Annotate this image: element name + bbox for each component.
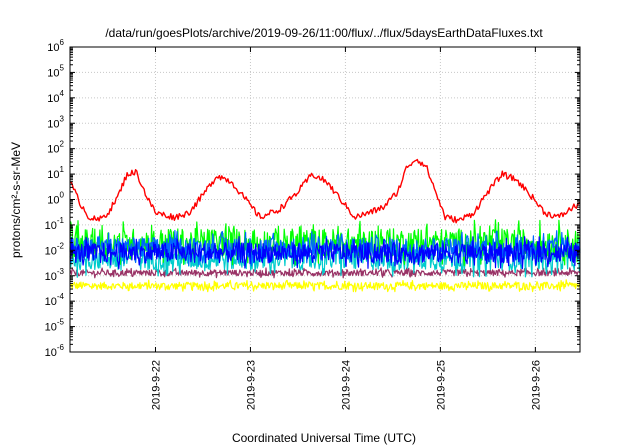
y-tick-label: 104 — [47, 89, 64, 105]
y-tick-label: 10-5 — [45, 318, 65, 334]
y-tick-label: 101 — [47, 165, 64, 181]
series-line — [69, 158, 581, 224]
y-tick-label: 100 — [47, 191, 64, 207]
series-line — [69, 236, 581, 270]
grid — [70, 47, 580, 352]
y-tick-label: 106 — [47, 38, 64, 54]
x-axis-label: Coordinated Universal Time (UTC) — [232, 431, 416, 445]
y-tick-label: 10-1 — [45, 216, 65, 232]
y-tick-label: 10-6 — [45, 343, 65, 359]
series-line — [69, 267, 581, 279]
y-axis-label: protons/cm²-s-sr-MeV — [9, 142, 23, 258]
y-tick-label: 10-3 — [45, 267, 65, 283]
x-tick-label: 2019-9-26 — [530, 360, 542, 410]
x-tick-label: 2019-9-23 — [245, 360, 257, 410]
y-tick-label: 103 — [47, 114, 64, 130]
y-tick-label: 102 — [47, 140, 64, 156]
chart-title: /data/run/goesPlots/archive/2019-09-26/1… — [105, 26, 543, 40]
y-axis-ticks: 10-6 10-5 10-4 10-3 10-2 10-1 100 101 102 103 104 1… — [45, 38, 580, 359]
series-line — [69, 279, 580, 293]
plot-area — [69, 158, 581, 293]
x-tick-label: 2019-9-22 — [150, 360, 162, 410]
x-tick-label: 2019-9-24 — [340, 360, 352, 410]
plot-frame — [69, 46, 581, 353]
x-tick-label: 2019-9-25 — [435, 360, 447, 410]
y-tick-label: 105 — [47, 63, 64, 79]
y-tick-label: 10-4 — [45, 292, 65, 308]
y-tick-label: 10-2 — [45, 241, 65, 257]
x-axis-ticks: 2019-9-22 2019-9-23 2019-9-24 2019-9-25 2019… — [150, 47, 542, 410]
